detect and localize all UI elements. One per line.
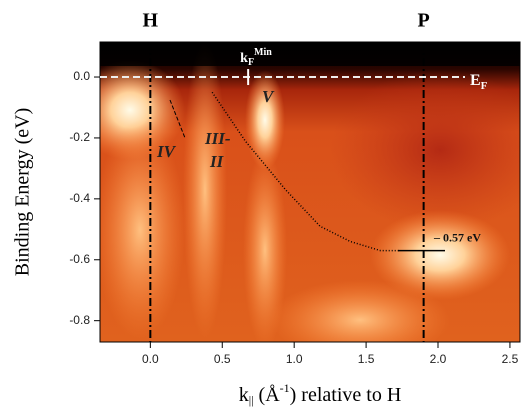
band-label: III- [204,129,231,148]
fermi-label: EF [470,72,488,92]
fermi-label-part: F [481,80,488,92]
band-guide [169,99,186,139]
kf-label-part: k [240,51,248,66]
x-tick-label: 0.0 [142,352,159,366]
kf-label-part: F [248,57,254,68]
reference-label: H [143,10,159,32]
band-label: IV [156,142,177,161]
kf-label-part: Min [254,47,272,58]
reference-label: P [418,10,430,32]
band-bottom-label: – 0.57 eV [433,230,481,244]
x-axis-label-part: || [249,393,254,407]
x-axis-label-part: (Å [254,384,281,406]
fermi-label-part: E [470,72,481,89]
y-tick-label: -0.6 [69,252,90,266]
intensity-map [100,42,520,342]
x-axis-label-part: -1 [280,381,290,395]
band-label: V [262,87,275,106]
y-tick-label: -0.2 [69,130,90,144]
kf-label: kFMin [240,47,272,68]
y-tick-label: -0.4 [69,191,90,205]
x-tick-label: 0.5 [214,352,231,366]
y-tick-label: -0.8 [69,313,90,327]
y-axis-label: Binding Energy (eV) [12,108,34,277]
plot-frame [99,41,521,343]
x-tick-label: 1.5 [358,352,375,366]
y-tick-label: 0.0 [73,69,90,83]
x-axis-label-part: ) relative to H [290,384,402,406]
x-axis-label: k|| (Å-1) relative to H [239,381,402,407]
x-axis-label-part: k [239,384,249,406]
x-tick-label: 2.0 [430,352,447,366]
x-tick-label: 1.0 [286,352,303,366]
x-tick-label: 2.5 [502,352,519,366]
band-label: II [209,152,225,171]
dispersion-curve [211,91,401,252]
